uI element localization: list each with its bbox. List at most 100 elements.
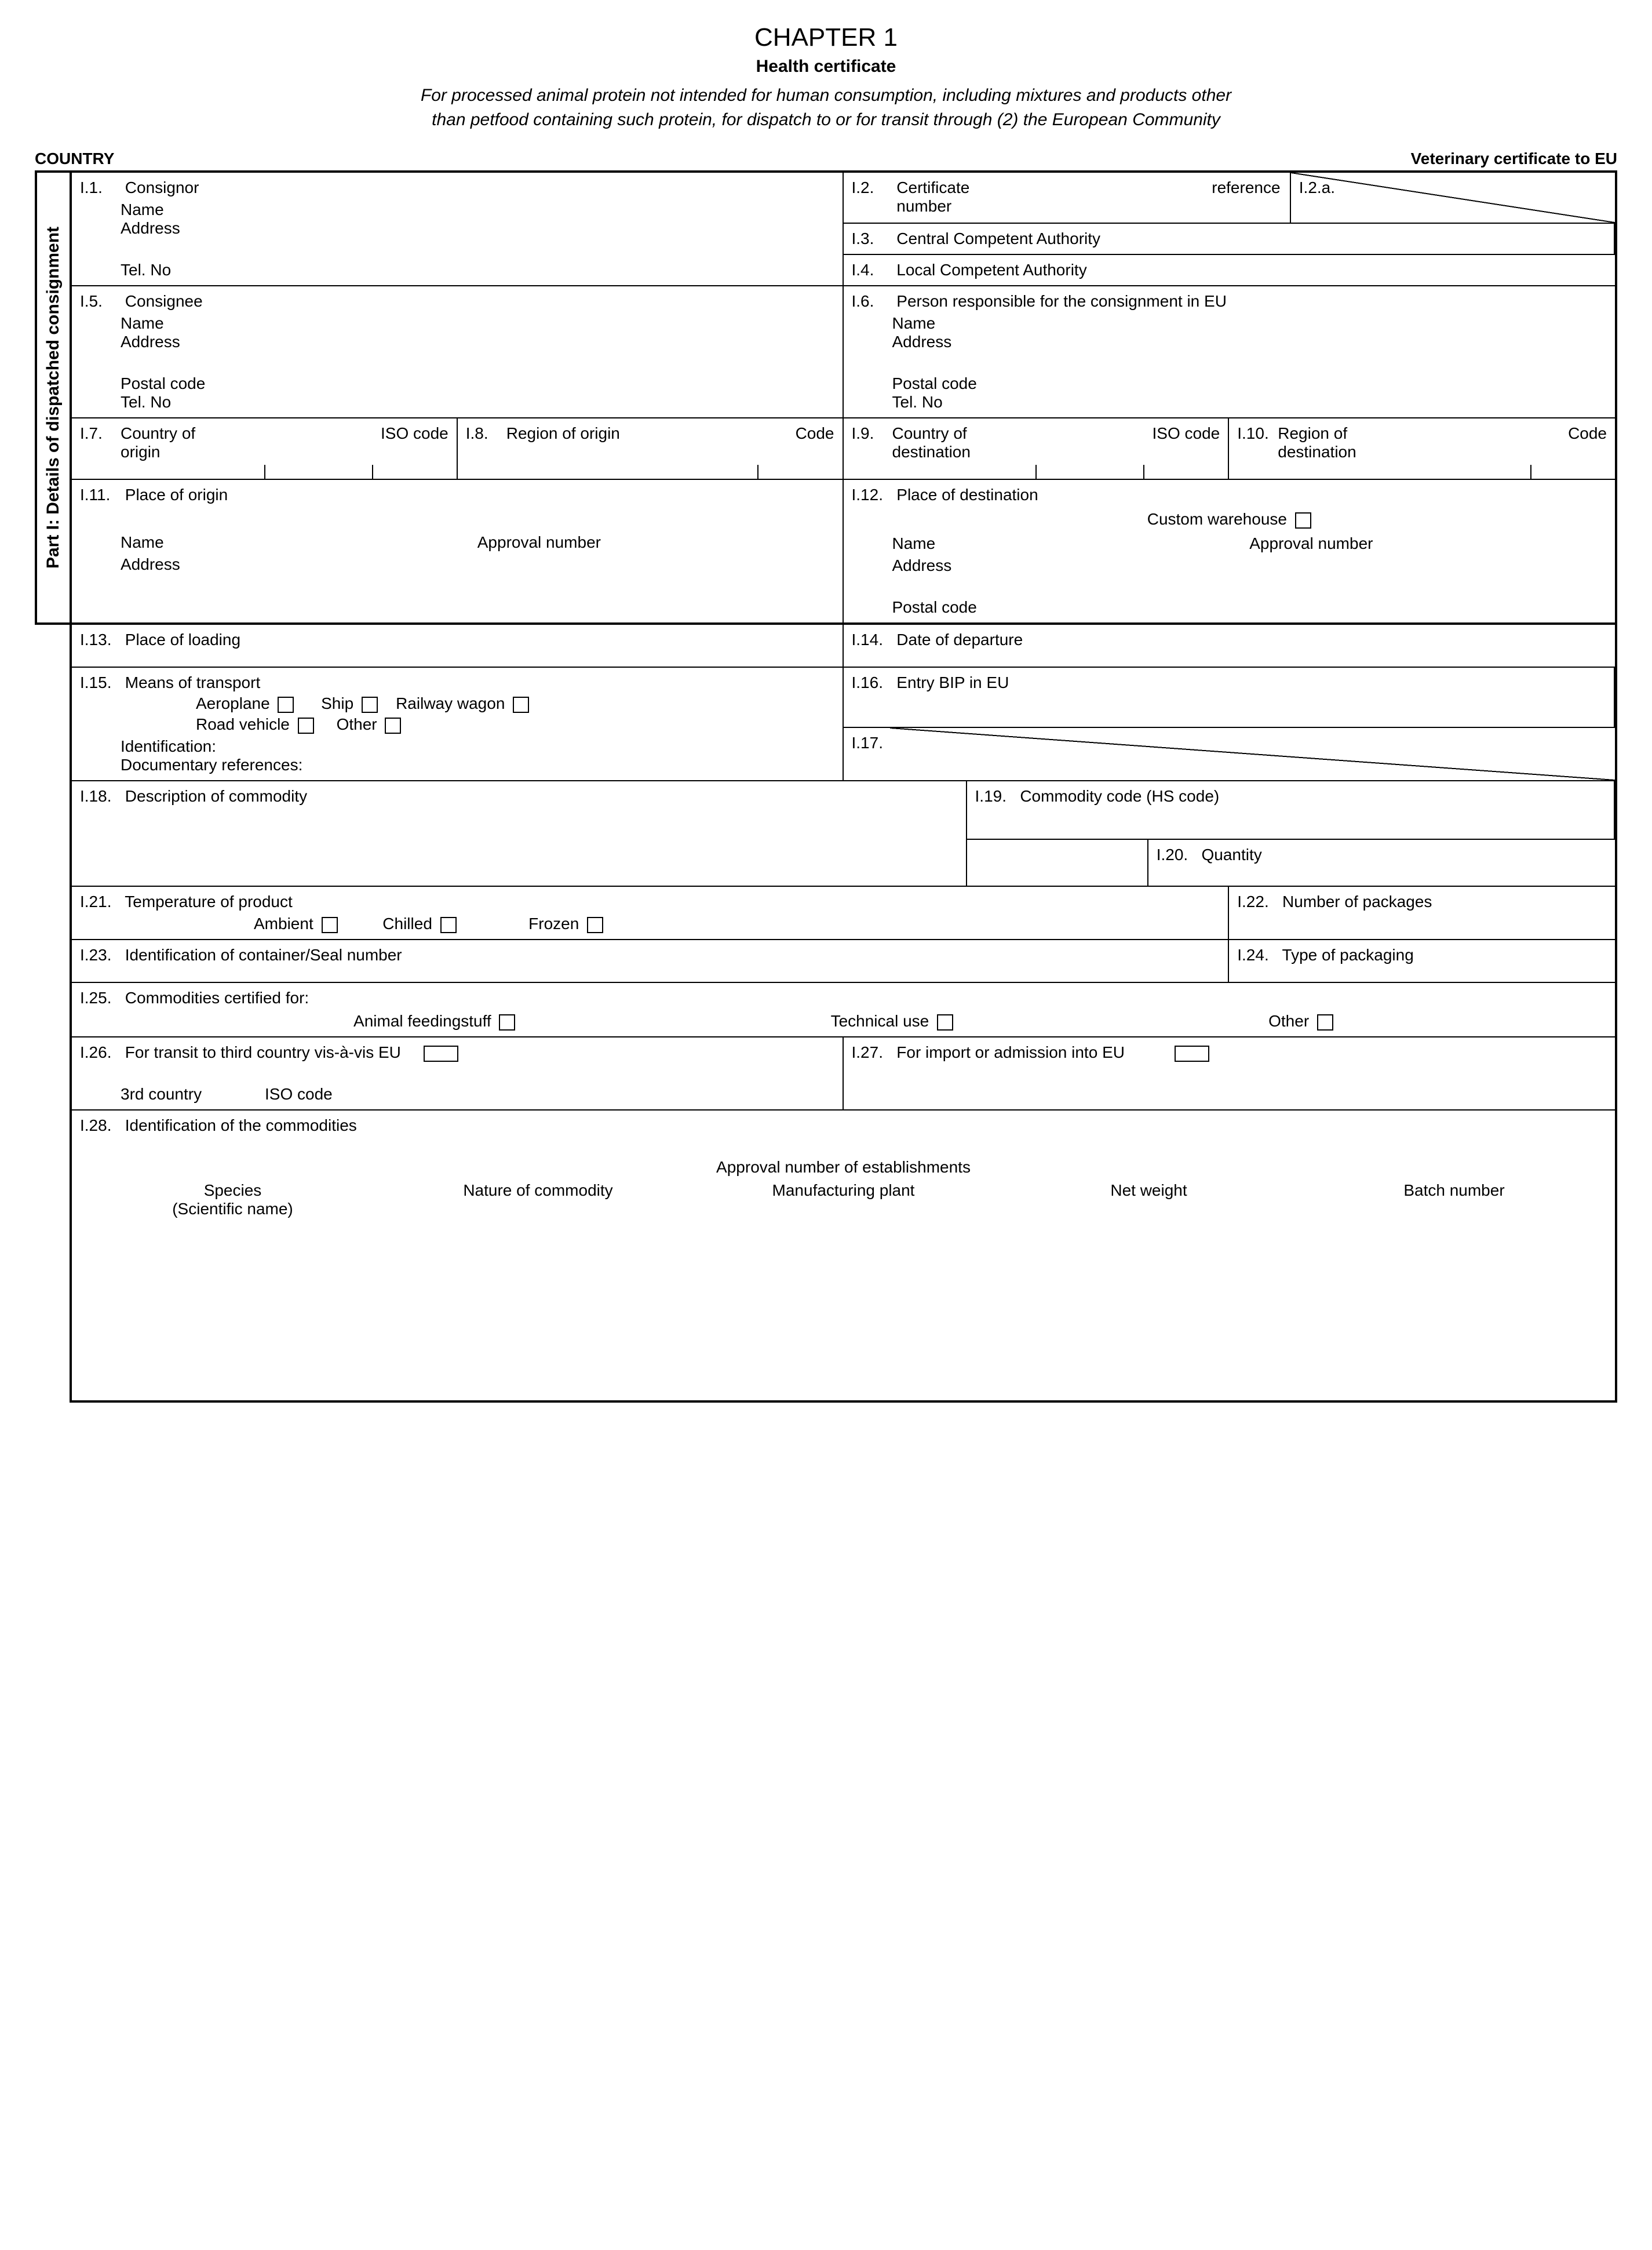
- i25-tech: Technical use: [831, 1012, 929, 1030]
- checkbox-ship[interactable]: [362, 697, 378, 713]
- label-i12: Place of destination: [896, 486, 1038, 504]
- i5-tel: Tel. No: [121, 393, 834, 412]
- field-i8: I.8.Region of origin Code: [458, 418, 844, 479]
- label-i9: Country of destination: [892, 424, 973, 461]
- label-i13: Place of loading: [125, 631, 240, 649]
- i15-ident: Identification:: [121, 737, 834, 756]
- label-i14: Date of departure: [896, 631, 1023, 649]
- i21-chilled: Chilled: [382, 915, 432, 933]
- checkbox-aeroplane[interactable]: [278, 697, 294, 713]
- num-i8: I.8.: [466, 424, 506, 443]
- num-i11: I.11.: [80, 486, 121, 504]
- i15-other: Other: [337, 715, 377, 733]
- label-i15: Means of transport: [125, 673, 260, 691]
- label-consignee: Consignee: [125, 292, 203, 310]
- i25-feed: Animal feedingstuff: [353, 1012, 491, 1030]
- i15-rail: Railway wagon: [396, 694, 505, 712]
- i2-ref: reference: [1212, 179, 1280, 197]
- i21-ambient: Ambient: [254, 915, 313, 933]
- num-i5: I.5.: [80, 292, 121, 311]
- checkbox-technical[interactable]: [937, 1014, 953, 1031]
- i12-name: Name: [892, 534, 1250, 553]
- field-i1: I.1. Consignor Name Address Tel. No: [72, 173, 844, 285]
- field-i26: I.26. For transit to third country vis-à…: [72, 1037, 844, 1109]
- i10-code: Code: [1568, 424, 1607, 461]
- field-i6: I.6. Person responsible for the consignm…: [844, 286, 1615, 417]
- num-i6: I.6.: [852, 292, 892, 311]
- label-i19: Commodity code (HS code): [1020, 787, 1219, 805]
- label-i10: Region of destination: [1278, 424, 1359, 461]
- i21-frozen: Frozen: [528, 915, 579, 933]
- label-i18: Description of commodity: [125, 787, 307, 805]
- field-i17: I.17.: [844, 728, 1615, 780]
- field-i13: I.13. Place of loading: [72, 625, 844, 667]
- checkbox-transit[interactable]: [424, 1046, 458, 1062]
- field-i14: I.14. Date of departure: [844, 625, 1615, 667]
- field-i11: I.11. Place of origin Name Approval numb…: [72, 480, 844, 622]
- num-i2: I.2.: [852, 179, 892, 197]
- num-i3: I.3.: [852, 230, 892, 248]
- form-main: I.1. Consignor Name Address Tel. No I.2.…: [70, 170, 1617, 625]
- field-i23: I.23. Identification of container/Seal n…: [72, 940, 1229, 982]
- i5-postal: Postal code: [121, 374, 834, 393]
- i11-address: Address: [121, 555, 834, 574]
- label-i16: Entry BIP in EU: [896, 673, 1009, 691]
- checkbox-custom-warehouse[interactable]: [1295, 512, 1311, 529]
- i25-other: Other: [1268, 1012, 1309, 1030]
- num-i25: I.25.: [80, 989, 121, 1007]
- label-i7: Country of origin: [121, 424, 202, 461]
- label-i6: Person responsible for the consignment i…: [896, 292, 1227, 310]
- field-i15: I.15. Means of transport Aeroplane Ship …: [72, 668, 844, 780]
- label-i8: Region of origin: [506, 424, 620, 442]
- num-i15: I.15.: [80, 673, 121, 692]
- i2-cert: Certificate: [896, 179, 969, 197]
- vetcert-label: Veterinary certificate to EU: [1411, 150, 1617, 168]
- i12-address: Address: [892, 556, 1607, 575]
- checkbox-other-transport[interactable]: [385, 718, 401, 734]
- checkbox-chilled[interactable]: [440, 917, 457, 933]
- label-i23: Identification of container/Seal number: [125, 946, 402, 964]
- num-i24: I.24.: [1237, 946, 1278, 964]
- i2-num: number: [896, 197, 951, 215]
- country-label: COUNTRY: [35, 150, 114, 168]
- field-i5: I.5. Consignee Name Address Postal code …: [72, 286, 844, 417]
- subtitle-line2: than petfood containing such protein, fo…: [432, 110, 1220, 129]
- checkbox-ambient[interactable]: [322, 917, 338, 933]
- checkbox-frozen[interactable]: [587, 917, 603, 933]
- col-species: Species (Scientific name): [80, 1181, 385, 1218]
- field-i9: I.9.Country of destination ISO code: [844, 418, 1230, 479]
- i6-tel: Tel. No: [892, 393, 1607, 412]
- field-i20: I.20. Quantity: [1148, 840, 1615, 886]
- subtitle-line1: For processed animal protein not intende…: [421, 86, 1231, 105]
- num-i26: I.26.: [80, 1043, 121, 1062]
- label-i25: Commodities certified for:: [125, 989, 309, 1007]
- col-batch: Batch number: [1301, 1181, 1607, 1218]
- subtitle: For processed animal protein not intende…: [35, 83, 1617, 132]
- num-i10: I.10.: [1237, 424, 1278, 443]
- i6-postal: Postal code: [892, 374, 1607, 393]
- checkbox-road[interactable]: [298, 718, 314, 734]
- field-i7: I.7.Country of origin ISO code: [72, 418, 458, 479]
- label-i24: Type of packaging: [1282, 946, 1414, 964]
- num-i1: I.1.: [80, 179, 121, 197]
- checkbox-other-cert[interactable]: [1317, 1014, 1333, 1031]
- num-i19: I.19.: [975, 787, 1016, 806]
- sidebar-text: Part I: Details of dispatched consignmen…: [43, 227, 63, 569]
- label-i21: Temperature of product: [125, 893, 293, 911]
- num-i21: I.21.: [80, 893, 121, 911]
- i6-name: Name: [892, 314, 1607, 333]
- checkbox-import[interactable]: [1175, 1046, 1209, 1062]
- chapter-heading: CHAPTER 1: [35, 23, 1617, 52]
- field-i22: I.22. Number of packages: [1229, 887, 1615, 939]
- field-i2a: I.2.a.: [1291, 173, 1615, 223]
- i28-approval-header: Approval number of establishments: [80, 1158, 1607, 1177]
- label-name: Name: [121, 201, 834, 219]
- label-i22: Number of packages: [1282, 893, 1432, 911]
- num-i23: I.23.: [80, 946, 121, 964]
- num-i14: I.14.: [852, 631, 892, 649]
- i9-iso: ISO code: [1153, 424, 1220, 461]
- num-i13: I.13.: [80, 631, 121, 649]
- i7-iso: ISO code: [381, 424, 448, 461]
- checkbox-feedingstuff[interactable]: [499, 1014, 515, 1031]
- checkbox-rail[interactable]: [513, 697, 529, 713]
